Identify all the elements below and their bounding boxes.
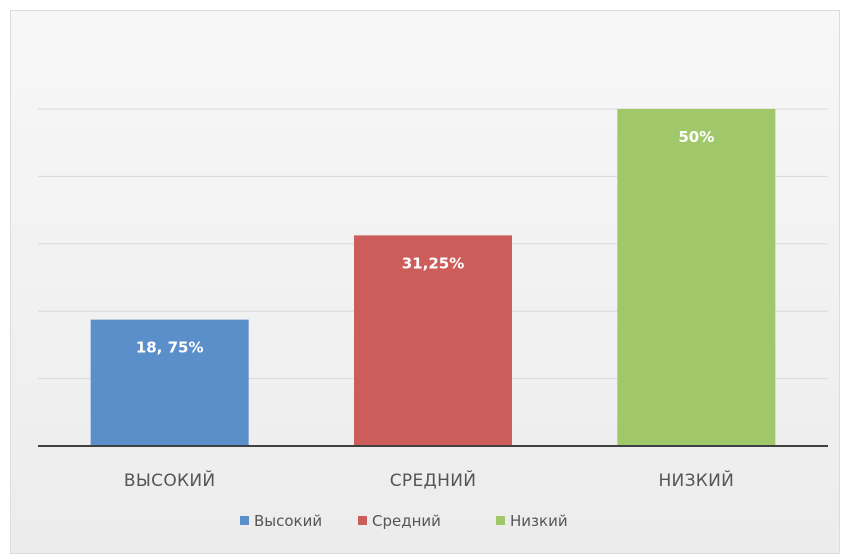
data-label-3: 50% xyxy=(678,128,714,146)
data-labels: 18, 75% 31,25% 50% xyxy=(136,128,714,357)
x-tick-label-1: ВЫСОКИЙ xyxy=(124,469,216,491)
legend-swatch xyxy=(240,516,249,525)
x-tick-label-2: СРЕДНИЙ xyxy=(390,469,476,491)
data-label-1: 18, 75% xyxy=(136,339,204,357)
legend: Высокий Средний Низкий xyxy=(240,512,568,530)
legend-label: Средний xyxy=(372,512,441,530)
legend-label: Высокий xyxy=(254,512,322,530)
legend-swatch xyxy=(358,516,367,525)
data-label-2: 31,25% xyxy=(402,254,464,272)
category-labels: ВЫСОКИЙ СРЕДНИЙ НИЗКИЙ xyxy=(124,469,734,491)
legend-item-3: Низкий xyxy=(496,512,568,530)
bar-3 xyxy=(617,109,776,446)
legend-item-2: Средний xyxy=(358,512,441,530)
legend-item-1: Высокий xyxy=(240,512,322,530)
bar-1 xyxy=(90,319,249,446)
legend-label: Низкий xyxy=(510,512,568,530)
bars xyxy=(90,109,776,446)
x-tick-label-3: НИЗКИЙ xyxy=(658,469,734,491)
bar-2 xyxy=(354,235,512,446)
legend-swatch xyxy=(496,516,505,525)
